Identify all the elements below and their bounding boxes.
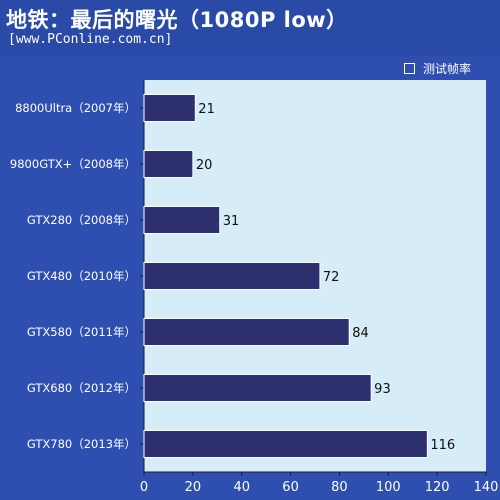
bar [143,318,350,346]
category-label: GTX280（2008年） [27,213,136,227]
category-label: GTX580（2011年） [27,325,136,339]
category-label: GTX780（2013年） [27,437,136,451]
x-tick-label: 20 [185,480,202,495]
category-label: 8800Ultra（2007年） [15,101,136,115]
x-tick-label: 40 [233,480,250,495]
value-label: 93 [374,382,391,397]
category-label: GTX480（2010年） [27,269,136,283]
chart-header: 地铁：最后的曙光（1080P low） [www.PConline.com.cn… [0,0,500,56]
x-tick-label: 140 [474,480,499,495]
value-label: 84 [352,326,369,341]
legend: 测试帧率 [398,58,498,78]
category-label: GTX680（2012年） [27,381,136,395]
bar [143,150,194,178]
x-tick-label: 120 [425,480,450,495]
value-label: 72 [323,270,340,285]
legend-swatch [404,62,415,74]
bar [143,94,196,122]
chart-title: 地铁：最后的曙光（1080P low） [6,8,348,32]
x-tick-label: 100 [376,480,401,495]
bar [143,206,221,234]
bar [143,374,372,402]
value-label: 116 [430,438,455,453]
value-label: 21 [198,102,215,117]
bar [143,430,428,458]
bar [143,262,321,290]
source-url: [www.PConline.com.cn] [8,32,173,47]
legend-label: 测试帧率 [423,61,472,76]
category-label: 9800GTX+（2008年） [10,157,136,171]
value-label: 20 [196,158,213,173]
value-label: 31 [223,214,240,229]
x-tick-label: 60 [282,480,299,495]
x-tick-label: 0 [140,480,148,495]
x-tick-label: 80 [331,480,348,495]
